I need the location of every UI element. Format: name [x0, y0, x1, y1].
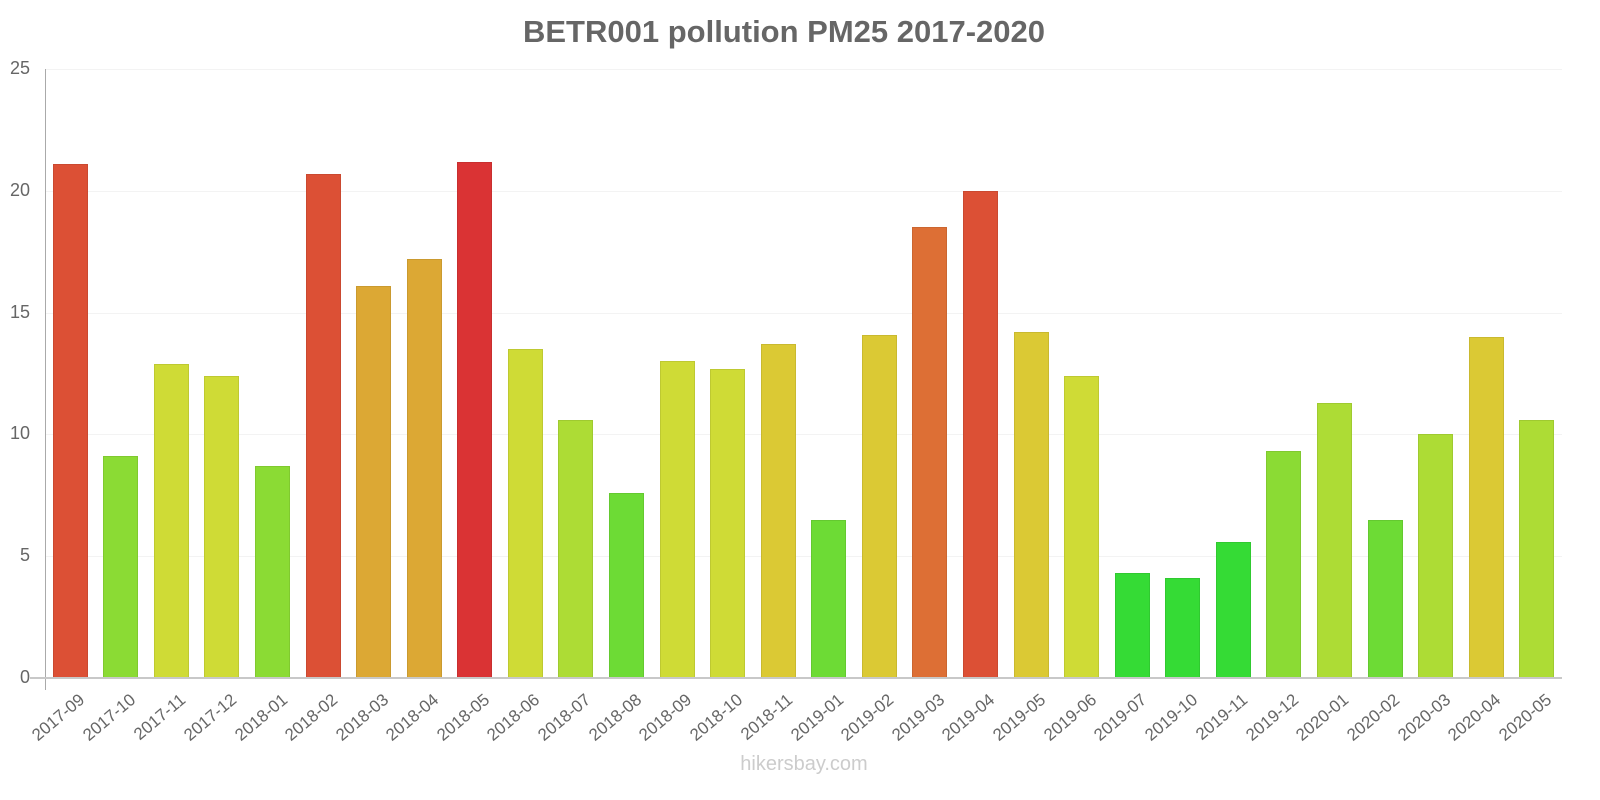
bar-2018-04[interactable] [406, 259, 442, 678]
bar-2018-03[interactable] [356, 285, 392, 678]
y-tick-label: 0 [19, 667, 30, 687]
watermark: hikersbay.com [740, 753, 868, 775]
bar-2017-12[interactable] [204, 375, 240, 678]
bar-2020-04[interactable] [1468, 336, 1504, 678]
gridline [45, 69, 1562, 70]
bar-2019-02[interactable] [861, 334, 897, 678]
bar-2019-03[interactable] [912, 227, 948, 678]
y-tick-label: 15 [9, 301, 30, 322]
bar-2018-06[interactable] [507, 349, 543, 678]
y-tick-label: 25 [9, 58, 30, 78]
bar-2019-11[interactable] [1215, 541, 1251, 678]
bar-2018-02[interactable] [305, 173, 341, 678]
bar-2019-01[interactable] [811, 519, 847, 678]
plot-area [45, 69, 1562, 678]
bar-2020-02[interactable] [1367, 519, 1403, 678]
y-tick-label: 10 [9, 423, 30, 444]
gridline [45, 556, 1562, 558]
bar-2017-10[interactable] [103, 456, 139, 678]
bar-2019-05[interactable] [1013, 332, 1049, 678]
x-axis-line [30, 677, 1562, 679]
gridline [45, 434, 1562, 436]
y-axis-line [45, 69, 46, 690]
bar-2019-12[interactable] [1266, 451, 1302, 678]
gridline [45, 312, 1562, 314]
gridline [45, 190, 1562, 192]
bar-2018-10[interactable] [710, 368, 746, 678]
bar-2018-05[interactable] [457, 161, 493, 678]
bar-2018-01[interactable] [255, 466, 291, 678]
bar-2020-05[interactable] [1519, 419, 1555, 678]
y-tick-label: 5 [19, 545, 30, 566]
bar-2019-10[interactable] [1165, 578, 1201, 678]
bar-2018-08[interactable] [609, 492, 645, 678]
bar-2020-03[interactable] [1418, 434, 1454, 678]
bar-2018-07[interactable] [558, 419, 594, 678]
y-tick-label: 20 [9, 179, 30, 200]
bar-2019-04[interactable] [962, 190, 998, 678]
bar-2018-09[interactable] [659, 361, 695, 678]
bar-2017-11[interactable] [153, 363, 189, 678]
bar-2017-09[interactable] [52, 164, 88, 678]
bar-2019-07[interactable] [1114, 573, 1150, 678]
chart-title: BETR001 pollution PM25 2017-2020 [522, 14, 1046, 49]
bar-2019-06[interactable] [1064, 375, 1100, 678]
bar-2020-01[interactable] [1316, 402, 1352, 678]
bar-2018-11[interactable] [760, 344, 796, 678]
